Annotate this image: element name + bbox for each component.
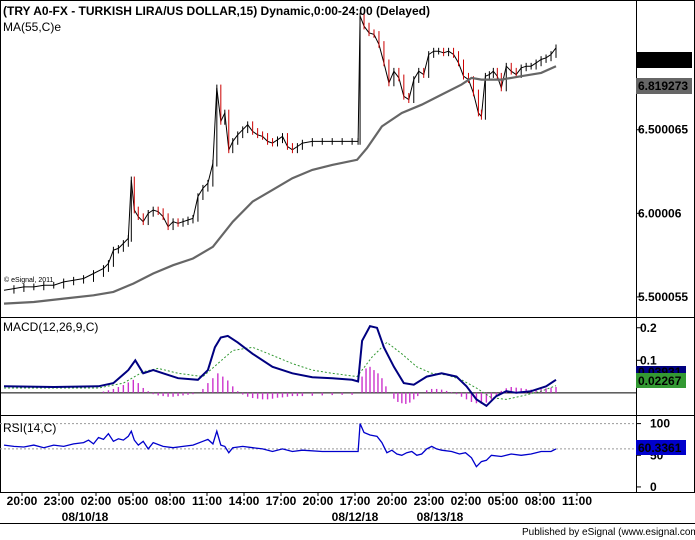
x-tick-label: 11:00 bbox=[192, 494, 222, 508]
copyright-text: © eSignal, 2011 bbox=[4, 276, 54, 284]
price-panel-frame bbox=[0, 0, 695, 318]
date-label: 08/13/18 bbox=[417, 510, 464, 524]
ma-last-badge bbox=[636, 78, 692, 94]
macd-panel: 0.20.1 MACD(12,26,9,C) 0.03931 0.02267 bbox=[0, 320, 686, 408]
macd-panel-frame bbox=[0, 317, 695, 416]
x-tick-label: 11:00 bbox=[562, 494, 592, 508]
signal-line bbox=[4, 341, 557, 400]
macd-legend: MACD(12,26,9,C) bbox=[3, 320, 98, 334]
x-tick-label: 02:00 bbox=[451, 494, 482, 508]
date-axis: 08/10/18 08/12/18 08/13/18 bbox=[62, 510, 464, 524]
x-tick-label: 23:00 bbox=[414, 494, 445, 508]
price-tick-label: 5.500055 bbox=[638, 290, 688, 304]
footer-bar bbox=[0, 524, 695, 540]
x-tick-label: 17:00 bbox=[340, 494, 371, 508]
rsi-tick-label: 0 bbox=[650, 480, 657, 494]
rsi-line bbox=[3, 423, 557, 468]
macd-last-badge bbox=[636, 366, 686, 377]
last-price-badge bbox=[636, 52, 692, 68]
last-price-label: 6.99030 bbox=[640, 53, 684, 67]
rsi-panel-frame bbox=[0, 415, 695, 493]
rsi-tick-label: 100 bbox=[650, 417, 670, 431]
ma-last-label: 6.819273 bbox=[638, 79, 688, 93]
signal-last-badge bbox=[636, 373, 686, 388]
macd-tick-label: 0.2 bbox=[640, 321, 657, 335]
x-tick-label: 14:00 bbox=[229, 494, 260, 508]
rsi-last-badge bbox=[636, 440, 686, 455]
rsi-last-label: 60.3361 bbox=[638, 441, 682, 455]
macd-tick-label: 0.1 bbox=[640, 353, 657, 367]
date-label: 08/10/18 bbox=[62, 510, 109, 524]
x-tick-label: 20:00 bbox=[303, 494, 334, 508]
x-tick-label: 08:00 bbox=[155, 494, 186, 508]
x-tick-label: 20:00 bbox=[7, 494, 38, 508]
x-tick-label: 08:00 bbox=[525, 494, 556, 508]
price-tick-label: 6.500065 bbox=[638, 123, 688, 137]
x-tick-label: 17:00 bbox=[266, 494, 297, 508]
x-tick-label: 05:00 bbox=[488, 494, 519, 508]
x-axis: 20:00 23:00 02:00 05:00 08:00 11:00 14:00 17:00… bbox=[7, 492, 592, 508]
x-tick-label: 02:00 bbox=[81, 494, 112, 508]
ma-line bbox=[3, 65, 557, 305]
x-tick-label: 23:00 bbox=[44, 494, 75, 508]
publisher-text: Published by eSignal (www.esignal.com) bbox=[522, 527, 695, 538]
chart-title: (TRY A0-FX - TURKISH LIRA/US DOLLAR,15) … bbox=[3, 4, 430, 18]
price-panel: 6.500065 6.00006 5.500055 (TRY A0-FX - TUR… bbox=[3, 4, 692, 305]
ma-legend: MA(55,C)e bbox=[3, 20, 61, 34]
rsi-legend: RSI(14,C) bbox=[3, 421, 56, 435]
date-label: 08/12/18 bbox=[332, 510, 379, 524]
price-close-line bbox=[3, 15, 557, 291]
x-tick-label: 05:00 bbox=[118, 494, 149, 508]
x-tick-label: 20:00 bbox=[377, 494, 408, 508]
signal-last-label: 0.02267 bbox=[638, 374, 682, 388]
price-tick-label: 6.00006 bbox=[638, 206, 682, 220]
macd-line bbox=[3, 324, 557, 408]
